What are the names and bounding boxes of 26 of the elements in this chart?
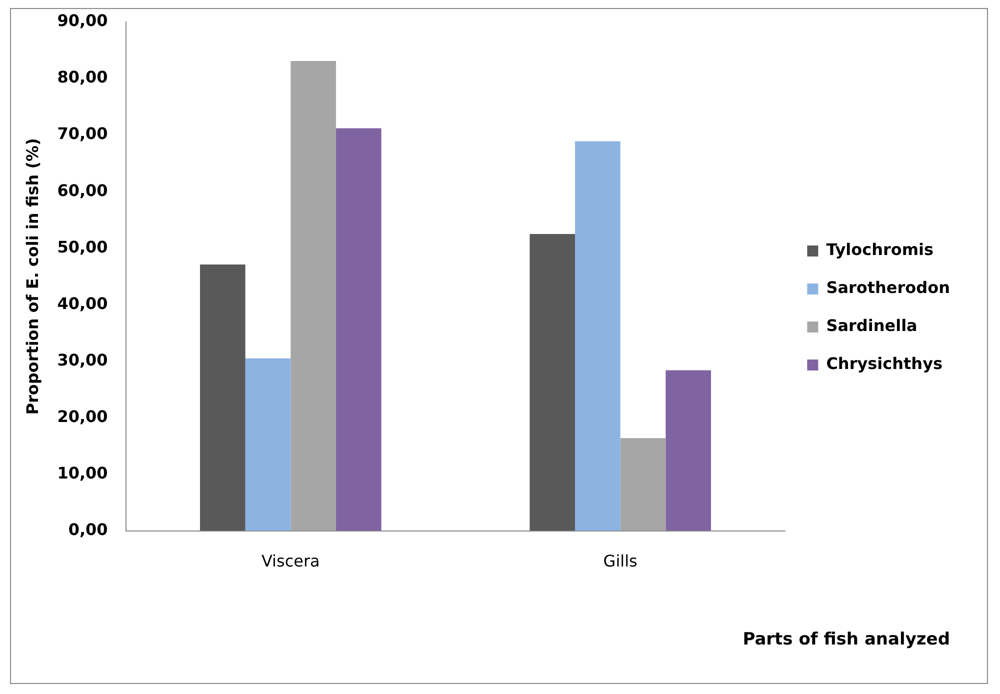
y-tick-label: 60,00: [57, 180, 108, 200]
x-axis-title: Parts of fish analyzed: [742, 629, 950, 650]
legend-label: Tylochromis: [826, 240, 934, 260]
y-tick-label: 50,00: [57, 237, 108, 256]
bar: [290, 61, 336, 531]
legend-label: Sarotherodon: [826, 278, 950, 298]
y-tick-label: 0,00: [68, 520, 108, 539]
y-axis-title: Proportion of E. coli in fish (%): [22, 138, 42, 415]
x-tick-label: Gills: [603, 552, 638, 571]
bar: [620, 438, 666, 531]
bar: [245, 358, 291, 531]
y-tick-label: 10,00: [57, 463, 108, 482]
bar: [530, 234, 576, 531]
y-tick-label: 30,00: [57, 350, 108, 370]
x-tick-label: Viscera: [261, 552, 320, 571]
legend-label: Sardinella: [826, 316, 918, 336]
y-tick-label: 80,00: [57, 68, 108, 87]
bar: [666, 370, 712, 531]
y-tick-label: 20,00: [57, 406, 108, 426]
bar: [200, 264, 246, 531]
legend-label: Chrysichthys: [826, 354, 943, 374]
bar: [336, 128, 382, 531]
y-tick-label: 90,00: [57, 11, 108, 30]
y-tick-label: 70,00: [57, 124, 108, 144]
y-tick-label: 40,00: [57, 294, 108, 313]
bar: [575, 141, 620, 531]
